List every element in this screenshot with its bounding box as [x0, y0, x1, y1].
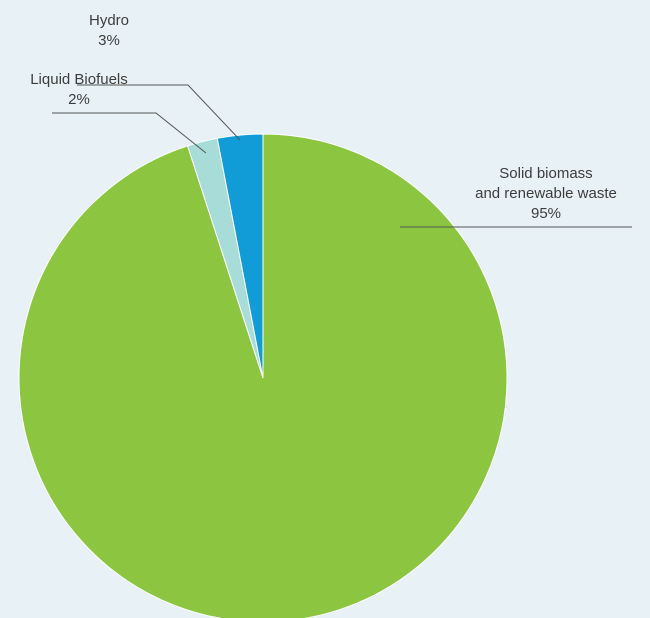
solid-biomass-value-label: 95% — [531, 205, 561, 222]
pie-slices — [18, 133, 508, 618]
slice-labels: Hydro 3% Liquid Biofuels 2% Solid biomas… — [30, 12, 617, 222]
leader-lines — [52, 84, 632, 228]
pie-slice-hydro — [216, 133, 264, 379]
solid-biomass-label-line1: Solid biomass — [499, 165, 592, 182]
liquid-biofuels-value-label: 2% — [68, 91, 90, 108]
hydro-label: Hydro — [89, 12, 129, 29]
hydro-value-label: 3% — [98, 32, 120, 49]
leader-line-hydro — [77, 84, 241, 141]
pie-slice-solid — [18, 133, 508, 618]
liquid-biofuels-label: Liquid Biofuels — [30, 71, 128, 88]
solid-biomass-label-line2: and renewable waste — [475, 185, 617, 202]
leader-line-liquid — [52, 112, 207, 154]
